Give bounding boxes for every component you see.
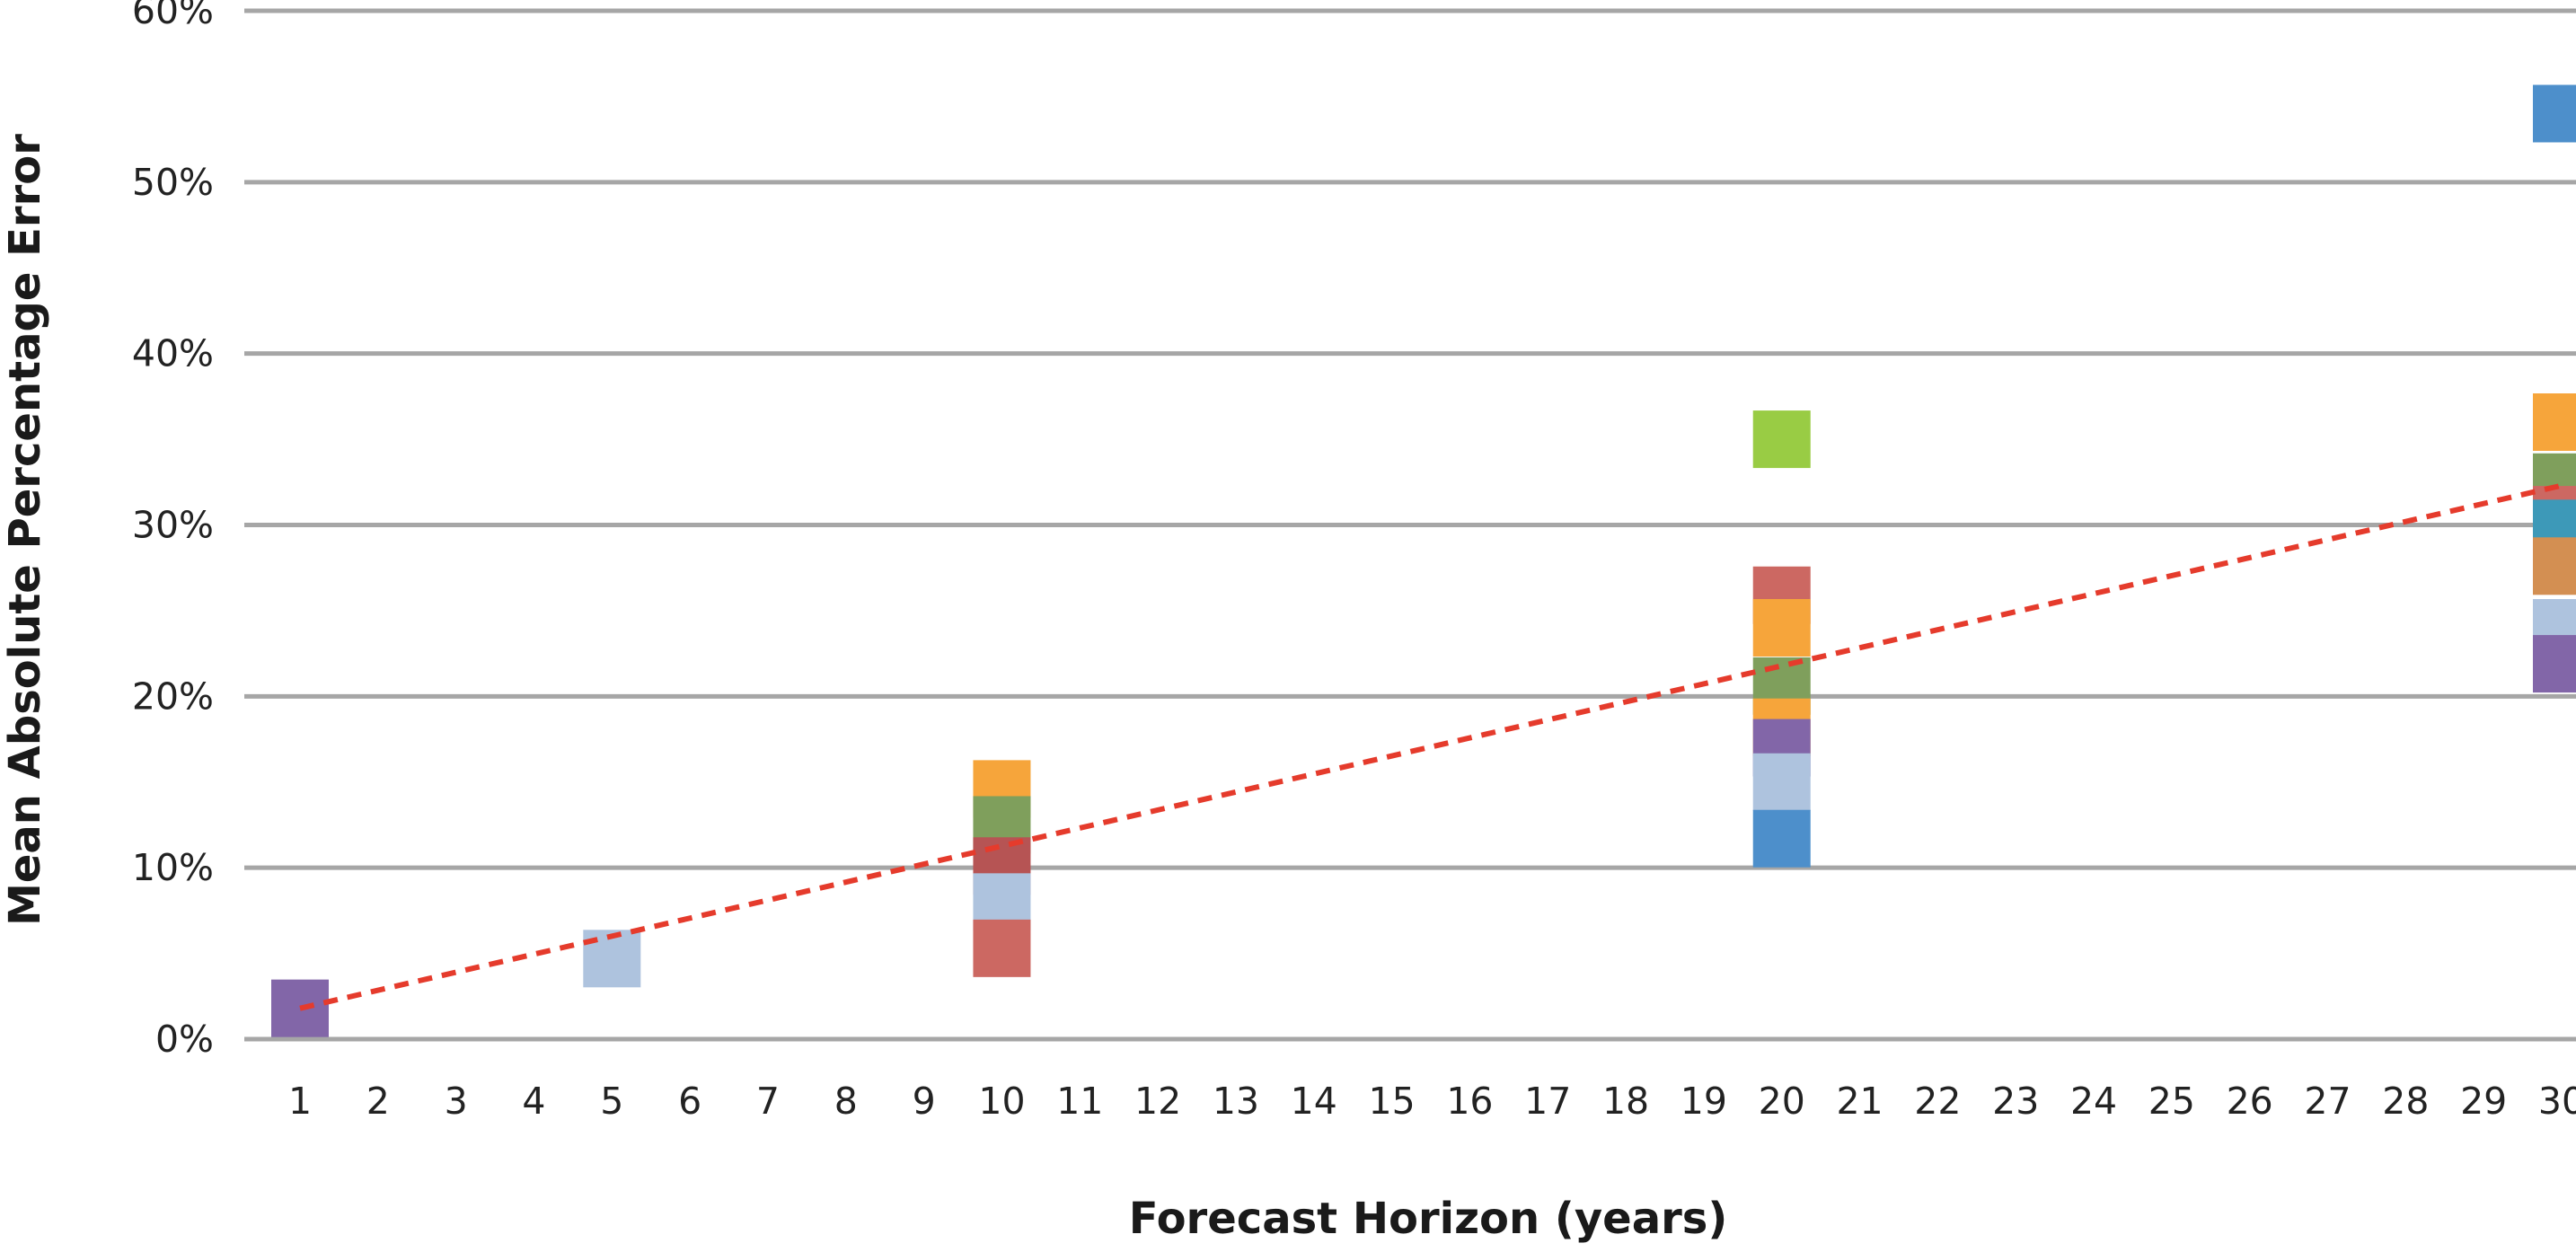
x-tick-label: 21 bbox=[1836, 1080, 1883, 1123]
data-point bbox=[973, 919, 1031, 977]
x-tick-label: 30 bbox=[2538, 1080, 2576, 1123]
x-axis-title: Forecast Horizon (years) bbox=[1129, 1194, 1728, 1244]
data-point bbox=[2533, 537, 2576, 595]
x-tick-label: 24 bbox=[2070, 1080, 2117, 1123]
trendline-layer bbox=[299, 482, 2563, 1011]
x-tick-label: 27 bbox=[2304, 1080, 2351, 1123]
y-tick-label: 50% bbox=[132, 161, 214, 204]
y-tick-label: 10% bbox=[132, 846, 214, 889]
x-tick-label: 9 bbox=[913, 1080, 936, 1123]
x-tick-label: 4 bbox=[522, 1080, 545, 1123]
y-tick-label: 30% bbox=[132, 504, 214, 547]
y-tick-label: 20% bbox=[132, 674, 214, 718]
x-tick-label: 16 bbox=[1446, 1080, 1493, 1123]
x-tick-label: 17 bbox=[1524, 1080, 1571, 1123]
x-tick-label: 20 bbox=[1759, 1080, 1805, 1123]
gridlines bbox=[244, 8, 2576, 1042]
x-tick-label: 29 bbox=[2460, 1080, 2507, 1123]
x-tick-label: 12 bbox=[1134, 1080, 1181, 1123]
y-axis-title: Mean Absolute Percentage Error bbox=[0, 134, 50, 926]
x-tick-label: 5 bbox=[600, 1080, 623, 1123]
data-point bbox=[1752, 410, 1811, 469]
y-tick-label: 60% bbox=[132, 0, 214, 32]
x-axis-ticks: 1 2 3 4 5 6 7 8 9 10 11 12 13 14 15 16 17 18 19 20 21 22 23 24 2… bbox=[288, 1080, 2576, 1123]
data-point bbox=[2533, 635, 2576, 693]
x-tick-label: 8 bbox=[834, 1080, 858, 1123]
x-tick-label: 25 bbox=[2148, 1080, 2195, 1123]
x-tick-label: 18 bbox=[1602, 1080, 1649, 1123]
x-tick-label: 13 bbox=[1213, 1080, 1259, 1123]
x-tick-label: 26 bbox=[2227, 1080, 2273, 1123]
x-tick-label: 11 bbox=[1056, 1080, 1103, 1123]
x-tick-label: 14 bbox=[1291, 1080, 1337, 1123]
x-tick-label: 6 bbox=[678, 1080, 701, 1123]
trendline bbox=[299, 482, 2563, 1011]
data-point bbox=[1752, 599, 1811, 657]
y-tick-label: 40% bbox=[132, 332, 214, 375]
data-point bbox=[2533, 84, 2576, 143]
data-point bbox=[1752, 809, 1811, 868]
x-tick-label: 22 bbox=[1914, 1080, 1961, 1123]
data-point bbox=[1752, 753, 1811, 811]
x-tick-label: 28 bbox=[2382, 1080, 2429, 1123]
x-tick-label: 2 bbox=[366, 1080, 390, 1123]
x-tick-label: 23 bbox=[1992, 1080, 2039, 1123]
x-tick-label: 19 bbox=[1681, 1080, 1727, 1123]
x-tick-label: 7 bbox=[756, 1080, 780, 1123]
x-tick-label: 15 bbox=[1369, 1080, 1416, 1123]
x-tick-label: 3 bbox=[445, 1080, 468, 1123]
y-axis-ticks: 0% 10% 20% 30% 40% 50% 60% bbox=[132, 0, 214, 1061]
data-point bbox=[2533, 393, 2576, 451]
y-tick-label: 0% bbox=[155, 1018, 214, 1061]
x-tick-label: 10 bbox=[978, 1080, 1025, 1123]
x-tick-label: 1 bbox=[288, 1080, 312, 1123]
data-points bbox=[271, 84, 2576, 1037]
